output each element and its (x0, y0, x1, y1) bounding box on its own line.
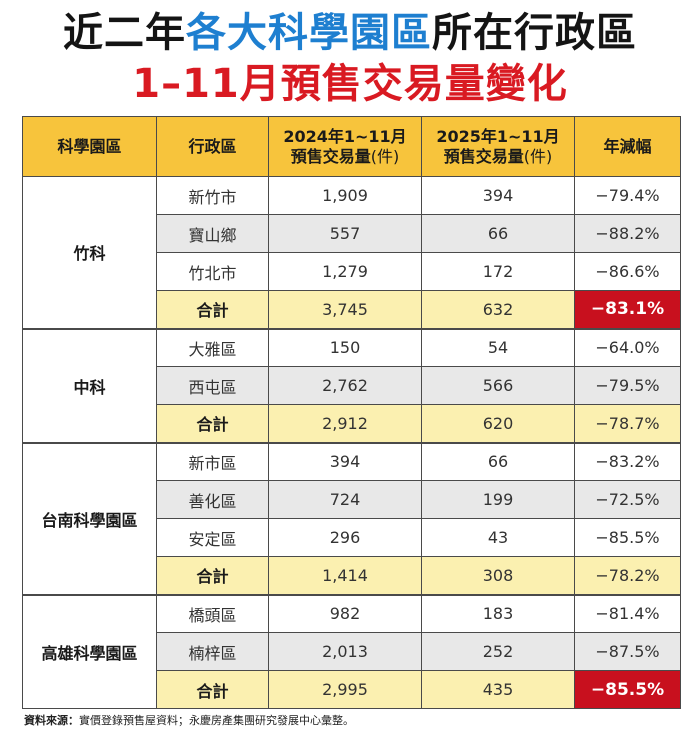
total-row: 合計 2,912 620 −78.7% (23, 404, 681, 443)
header-2024-line2: 預售交易量 (290, 146, 371, 166)
total-label-cell: 合計 (156, 290, 269, 329)
y2024-cell: 394 (268, 441, 422, 481)
table-row: 中科 大雅區 150 54 −64.0% (22, 327, 681, 443)
total-label-cell: 合計 (156, 670, 269, 709)
total-row: 合計 3,745 632 −83.1% (23, 290, 681, 329)
title-highlight: 各大科學園區 (186, 10, 432, 56)
change-cell: −86.6% (574, 252, 681, 291)
total-change-highlight-cell: −83.1% (574, 290, 681, 329)
table-row: 竹科 新竹市 1,909 394 −79.4% (22, 176, 681, 329)
total-2025-cell: 308 (421, 556, 575, 595)
total-2024-cell: 3,745 (268, 290, 422, 329)
change-cell: −83.2% (574, 441, 681, 481)
y2024-cell: 1,279 (268, 252, 422, 291)
y2025-cell: 394 (421, 176, 575, 215)
header-district: 行政區 (156, 116, 269, 177)
table-row: 台南科學園區 新市區 394 66 −83.2% (22, 441, 681, 595)
y2025-cell: 66 (421, 214, 575, 253)
source-note: 資料來源：實價登錄預售屋資料；永慶房產集團研究發展中心彙整。 (24, 712, 354, 728)
district-cell: 安定區 (156, 518, 269, 557)
header-2025-unit: (件) (523, 146, 553, 166)
y2024-cell: 2,762 (268, 366, 422, 405)
y2025-cell: 54 (421, 327, 575, 367)
table-row: 西屯區 2,762 566 −79.5% (23, 366, 681, 405)
header-2025: 2025年1~11月 預售交易量(件) (421, 116, 575, 177)
change-cell: −79.4% (574, 176, 681, 215)
district-cell: 寶山鄉 (156, 214, 269, 253)
source-text: 實價登錄預售屋資料；永慶房產集團研究發展中心彙整。 (79, 714, 354, 727)
district-cell: 大雅區 (156, 327, 269, 367)
total-label-cell: 合計 (156, 404, 269, 443)
title-suffix: 所在行政區 (432, 10, 637, 56)
table-row: 竹北市 1,279 172 −86.6% (23, 252, 681, 291)
y2024-cell: 2,013 (268, 632, 422, 671)
total-2025-cell: 632 (421, 290, 575, 329)
y2024-cell: 150 (268, 327, 422, 367)
total-2024-cell: 1,414 (268, 556, 422, 595)
presale-volume-table: 科學園區 行政區 2024年1~11月 預售交易量(件) 2025年1~11月 預售… (22, 116, 681, 709)
change-cell: −88.2% (574, 214, 681, 253)
y2025-cell: 183 (421, 593, 575, 633)
park-cell: 台南科學園區 (22, 441, 157, 595)
change-cell: −64.0% (574, 327, 681, 367)
header-change: 年減幅 (574, 116, 681, 177)
total-row: 合計 2,995 435 −85.5% (23, 670, 681, 709)
total-change-cell: −78.2% (574, 556, 681, 595)
y2025-cell: 566 (421, 366, 575, 405)
header-2024: 2024年1~11月 預售交易量(件) (268, 116, 422, 177)
header-2024-unit: (件) (370, 146, 400, 166)
total-2024-cell: 2,995 (268, 670, 422, 709)
table-row: 安定區 296 43 −85.5% (23, 518, 681, 557)
header-2025-line1: 2025年1~11月 (436, 126, 560, 146)
y2024-cell: 724 (268, 480, 422, 519)
header-2024-line1: 2024年1~11月 (283, 126, 407, 146)
total-label-cell: 合計 (156, 556, 269, 595)
district-cell: 西屯區 (156, 366, 269, 405)
y2024-cell: 296 (268, 518, 422, 557)
total-2024-cell: 2,912 (268, 404, 422, 443)
district-cell: 善化區 (156, 480, 269, 519)
y2024-cell: 1,909 (268, 176, 422, 215)
total-change-cell: −78.7% (574, 404, 681, 443)
table-row: 寶山鄉 557 66 −88.2% (23, 214, 681, 253)
district-cell: 竹北市 (156, 252, 269, 291)
district-cell: 新竹市 (156, 176, 269, 215)
district-cell: 橋頭區 (156, 593, 269, 633)
change-cell: −79.5% (574, 366, 681, 405)
title-line-2: 1–11月預售交易量變化 (132, 61, 568, 107)
park-cell: 竹科 (22, 176, 157, 329)
y2025-cell: 43 (421, 518, 575, 557)
total-row: 合計 1,414 308 −78.2% (23, 556, 681, 595)
y2025-cell: 66 (421, 441, 575, 481)
change-cell: −85.5% (574, 518, 681, 557)
change-cell: −81.4% (574, 593, 681, 633)
total-2025-cell: 435 (421, 670, 575, 709)
y2024-cell: 557 (268, 214, 422, 253)
y2025-cell: 252 (421, 632, 575, 671)
total-change-highlight-cell: −85.5% (574, 670, 681, 709)
y2025-cell: 199 (421, 480, 575, 519)
table-row: 楠梓區 2,013 252 −87.5% (23, 632, 681, 671)
y2024-cell: 982 (268, 593, 422, 633)
table-row: 高雄科學園區 橋頭區 982 183 −81.4% (22, 593, 681, 709)
total-2025-cell: 620 (421, 404, 575, 443)
park-cell: 高雄科學園區 (22, 593, 157, 709)
change-cell: −87.5% (574, 632, 681, 671)
title-line-1: 近二年各大科學園區所在行政區 (0, 8, 700, 58)
table-header-row: 科學園區 行政區 2024年1~11月 預售交易量(件) 2025年1~11月 預售… (22, 116, 681, 177)
title-prefix: 近二年 (63, 10, 186, 56)
park-cell: 中科 (22, 327, 157, 443)
table-row: 善化區 724 199 −72.5% (23, 480, 681, 519)
header-2025-line2: 預售交易量 (443, 146, 524, 166)
header-park: 科學園區 (22, 116, 157, 177)
district-cell: 楠梓區 (156, 632, 269, 671)
source-label: 資料來源： (24, 714, 79, 727)
change-cell: −72.5% (574, 480, 681, 519)
district-cell: 新市區 (156, 441, 269, 481)
y2025-cell: 172 (421, 252, 575, 291)
